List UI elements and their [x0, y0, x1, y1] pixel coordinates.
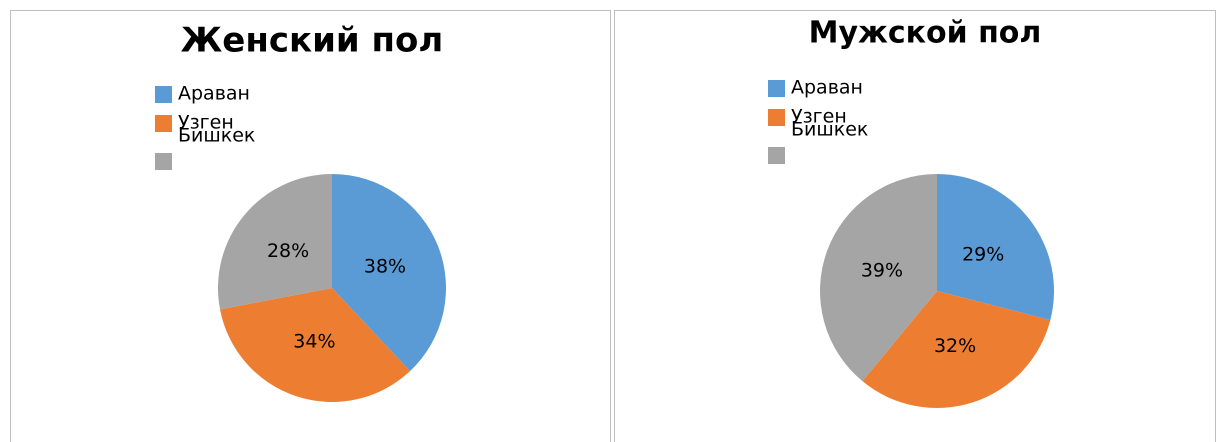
- legend-label: Араван: [178, 83, 250, 105]
- legend-label: Узген: [791, 106, 847, 128]
- data-label: 38%: [364, 256, 406, 278]
- legend-swatch: [768, 109, 785, 126]
- pie-slice: [862, 291, 1051, 409]
- data-label: 34%: [293, 331, 335, 353]
- legend-label: Узген: [178, 112, 234, 134]
- legend-swatch: [768, 147, 785, 164]
- pie-slice: [217, 174, 332, 310]
- legend-swatch: [768, 80, 785, 97]
- legend-swatch: [155, 115, 172, 132]
- data-label: 32%: [934, 335, 976, 357]
- chart-title: Женский пол: [181, 21, 444, 61]
- panel-frame: [614, 10, 1216, 442]
- legend-label: Бишкек: [791, 119, 868, 141]
- legend-label: Араван: [791, 77, 863, 99]
- panel-frame: [10, 10, 611, 442]
- legend-label: Бишкек: [178, 125, 255, 147]
- pie-slice: [220, 288, 411, 402]
- legend-swatch: [155, 86, 172, 103]
- pie-slice: [820, 174, 937, 382]
- pie-slice: [332, 174, 446, 372]
- data-label: 29%: [962, 244, 1004, 266]
- data-label: 28%: [267, 240, 309, 262]
- pie-slice: [937, 174, 1054, 321]
- chart-title: Мужской пол: [809, 16, 1042, 51]
- legend-swatch: [155, 153, 172, 170]
- data-label: 39%: [861, 260, 903, 282]
